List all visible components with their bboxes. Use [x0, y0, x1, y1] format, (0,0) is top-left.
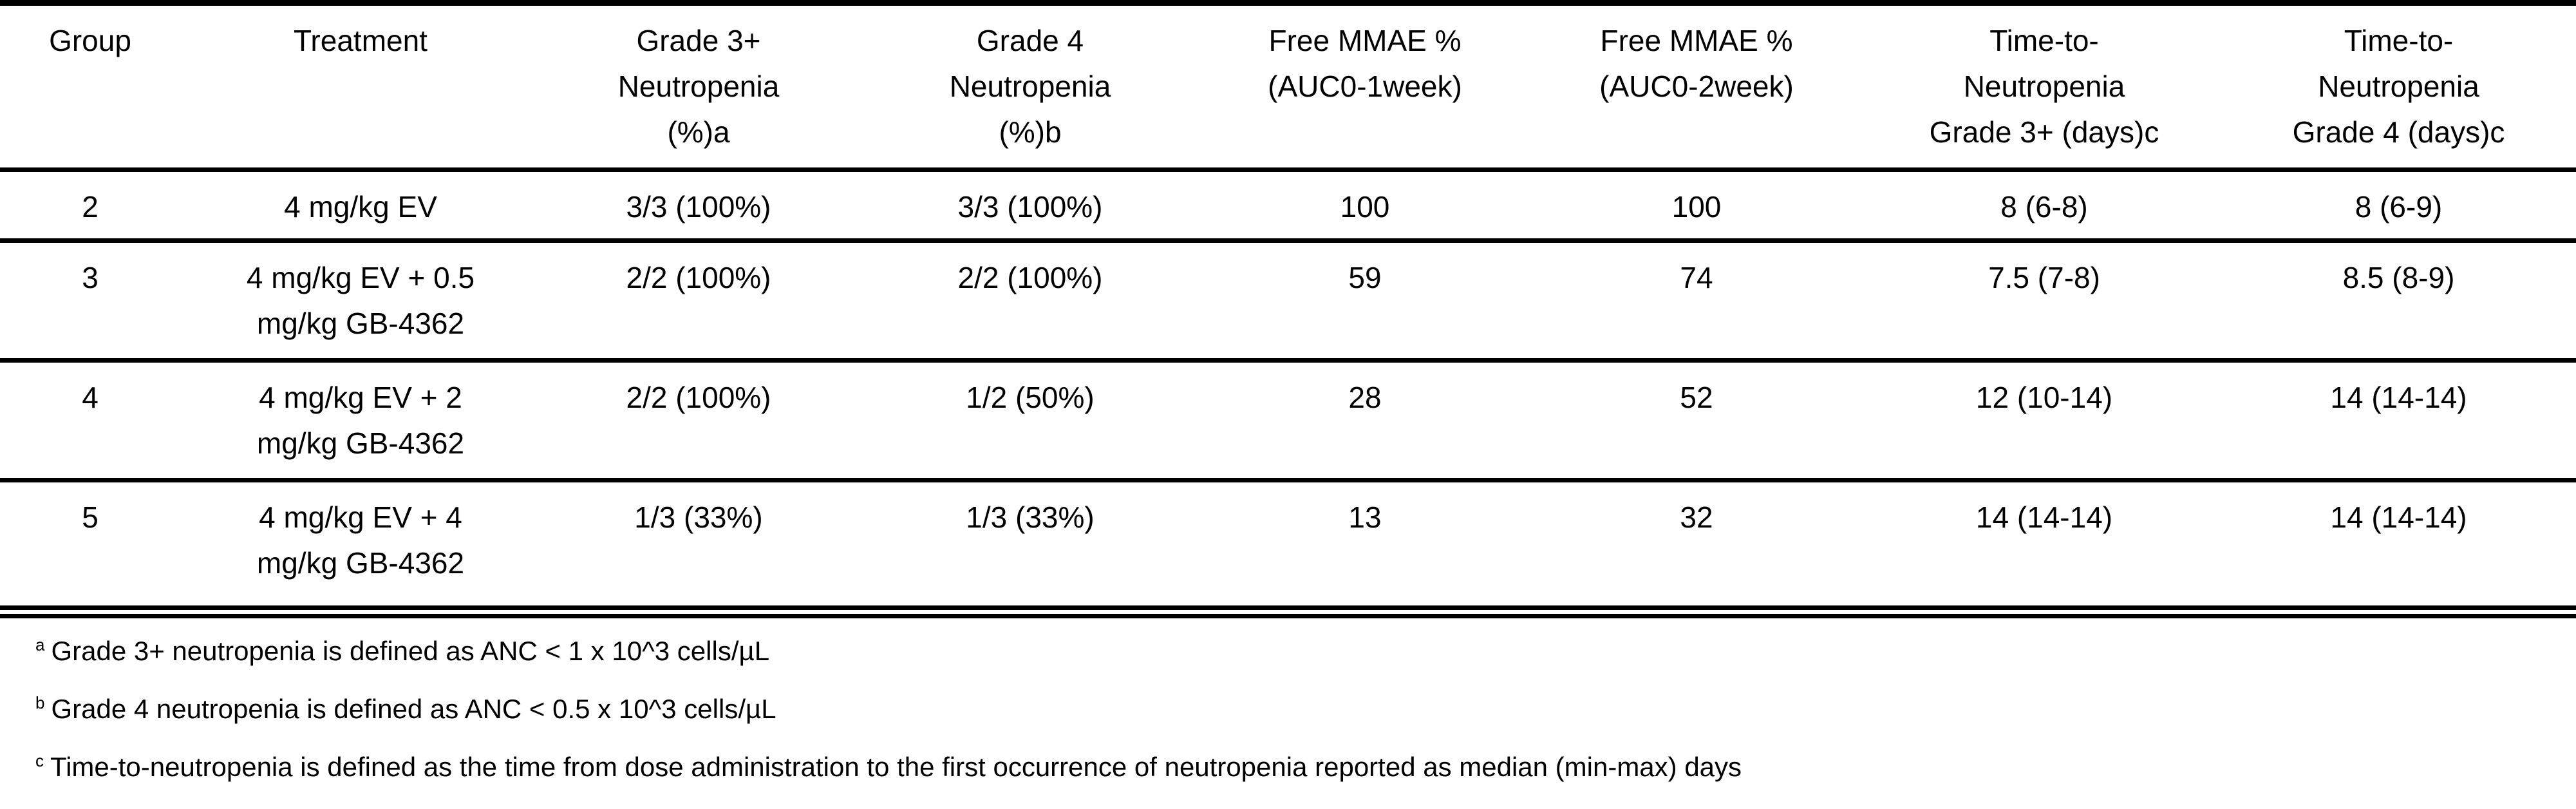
header-cell-group: Group: [0, 3, 180, 172]
footnote-a: a Grade 3+ neutropenia is defined as ANC …: [35, 635, 2576, 667]
table-row: 4 4 mg/kg EV + 2 mg/kg GB-4362 2/2 (100%…: [0, 360, 2576, 482]
cell-grade4-neutropenia: 2/2 (100%): [856, 240, 1204, 363]
cell-free-mmae-1week: 28: [1204, 360, 1526, 482]
cell-free-mmae-1week: 59: [1204, 240, 1526, 363]
cell-treatment: 4 mg/kg EV + 4 mg/kg GB-4362: [180, 480, 541, 618]
cell-free-mmae-2week: 100: [1526, 169, 1867, 243]
table-header-row: Group Treatment Grade 3+ Neutropenia (%)…: [0, 3, 2576, 172]
neutropenia-results-table: Group Treatment Grade 3+ Neutropenia (%)…: [0, 0, 2576, 618]
cell-grade3-neutropenia: 2/2 (100%): [541, 240, 856, 363]
footnote-c: c Time-to-neutropenia is defined as the t…: [35, 751, 2576, 783]
cell-free-mmae-1week: 100: [1204, 169, 1526, 243]
cell-grade3-neutropenia: 3/3 (100%): [541, 169, 856, 243]
cell-treatment: 4 mg/kg EV + 2 mg/kg GB-4362: [180, 360, 541, 482]
cell-grade4-neutropenia: 3/3 (100%): [856, 169, 1204, 243]
cell-time-to-grade4: 8 (6-9): [2221, 169, 2576, 243]
cell-grade4-neutropenia: 1/3 (33%): [856, 480, 1204, 618]
footnote-b-text: Grade 4 neutropenia is defined as ANC < …: [51, 693, 776, 724]
cell-time-to-grade4: 14 (14-14): [2221, 480, 2576, 618]
cell-grade4-neutropenia: 1/2 (50%): [856, 360, 1204, 482]
footnote-a-marker: a: [35, 634, 45, 654]
cell-time-to-grade3: 7.5 (7-8): [1867, 240, 2221, 363]
cell-grade3-neutropenia: 2/2 (100%): [541, 360, 856, 482]
header-cell-grade4-neutropenia: Grade 4 Neutropenia (%)b: [856, 3, 1204, 172]
header-cell-time-to-grade3: Time-to- Neutropenia Grade 3+ (days)c: [1867, 3, 2221, 172]
cell-time-to-grade3: 14 (14-14): [1867, 480, 2221, 618]
header-cell-time-to-grade4: Time-to- Neutropenia Grade 4 (days)c: [2221, 3, 2576, 172]
cell-time-to-grade4: 14 (14-14): [2221, 360, 2576, 482]
table-row: 2 4 mg/kg EV 3/3 (100%) 3/3 (100%) 100 1…: [0, 169, 2576, 243]
cell-treatment: 4 mg/kg EV + 0.5 mg/kg GB-4362: [180, 240, 541, 363]
table-row: 3 4 mg/kg EV + 0.5 mg/kg GB-4362 2/2 (10…: [0, 240, 2576, 363]
header-cell-grade3-neutropenia: Grade 3+ Neutropenia (%)a: [541, 3, 856, 172]
cell-time-to-grade3: 8 (6-8): [1867, 169, 2221, 243]
footnote-b-marker: b: [35, 692, 45, 712]
header-cell-free-mmae-2week: Free MMAE % (AUC0-2week): [1526, 3, 1867, 172]
cell-grade3-neutropenia: 1/3 (33%): [541, 480, 856, 618]
cell-free-mmae-1week: 13: [1204, 480, 1526, 618]
cell-free-mmae-2week: 32: [1526, 480, 1867, 618]
footnote-a-text: Grade 3+ neutropenia is defined as ANC <…: [51, 635, 770, 666]
header-cell-free-mmae-1week: Free MMAE % (AUC0-1week): [1204, 3, 1526, 172]
table-row: 5 4 mg/kg EV + 4 mg/kg GB-4362 1/3 (33%)…: [0, 480, 2576, 618]
cell-free-mmae-2week: 74: [1526, 240, 1867, 363]
cell-group: 2: [0, 169, 180, 243]
cell-group: 4: [0, 360, 180, 482]
footnote-c-marker: c: [35, 750, 44, 770]
cell-free-mmae-2week: 52: [1526, 360, 1867, 482]
footnote-b: b Grade 4 neutropenia is defined as ANC <…: [35, 693, 2576, 725]
cell-time-to-grade4: 8.5 (8-9): [2221, 240, 2576, 363]
cell-time-to-grade3: 12 (10-14): [1867, 360, 2221, 482]
cell-group: 3: [0, 240, 180, 363]
footnotes-section: a Grade 3+ neutropenia is defined as ANC …: [35, 635, 2576, 783]
header-cell-treatment: Treatment: [180, 3, 541, 172]
cell-group: 5: [0, 480, 180, 618]
footnote-c-text: Time-to-neutropenia is defined as the ti…: [50, 751, 1742, 782]
cell-treatment: 4 mg/kg EV: [180, 169, 541, 243]
